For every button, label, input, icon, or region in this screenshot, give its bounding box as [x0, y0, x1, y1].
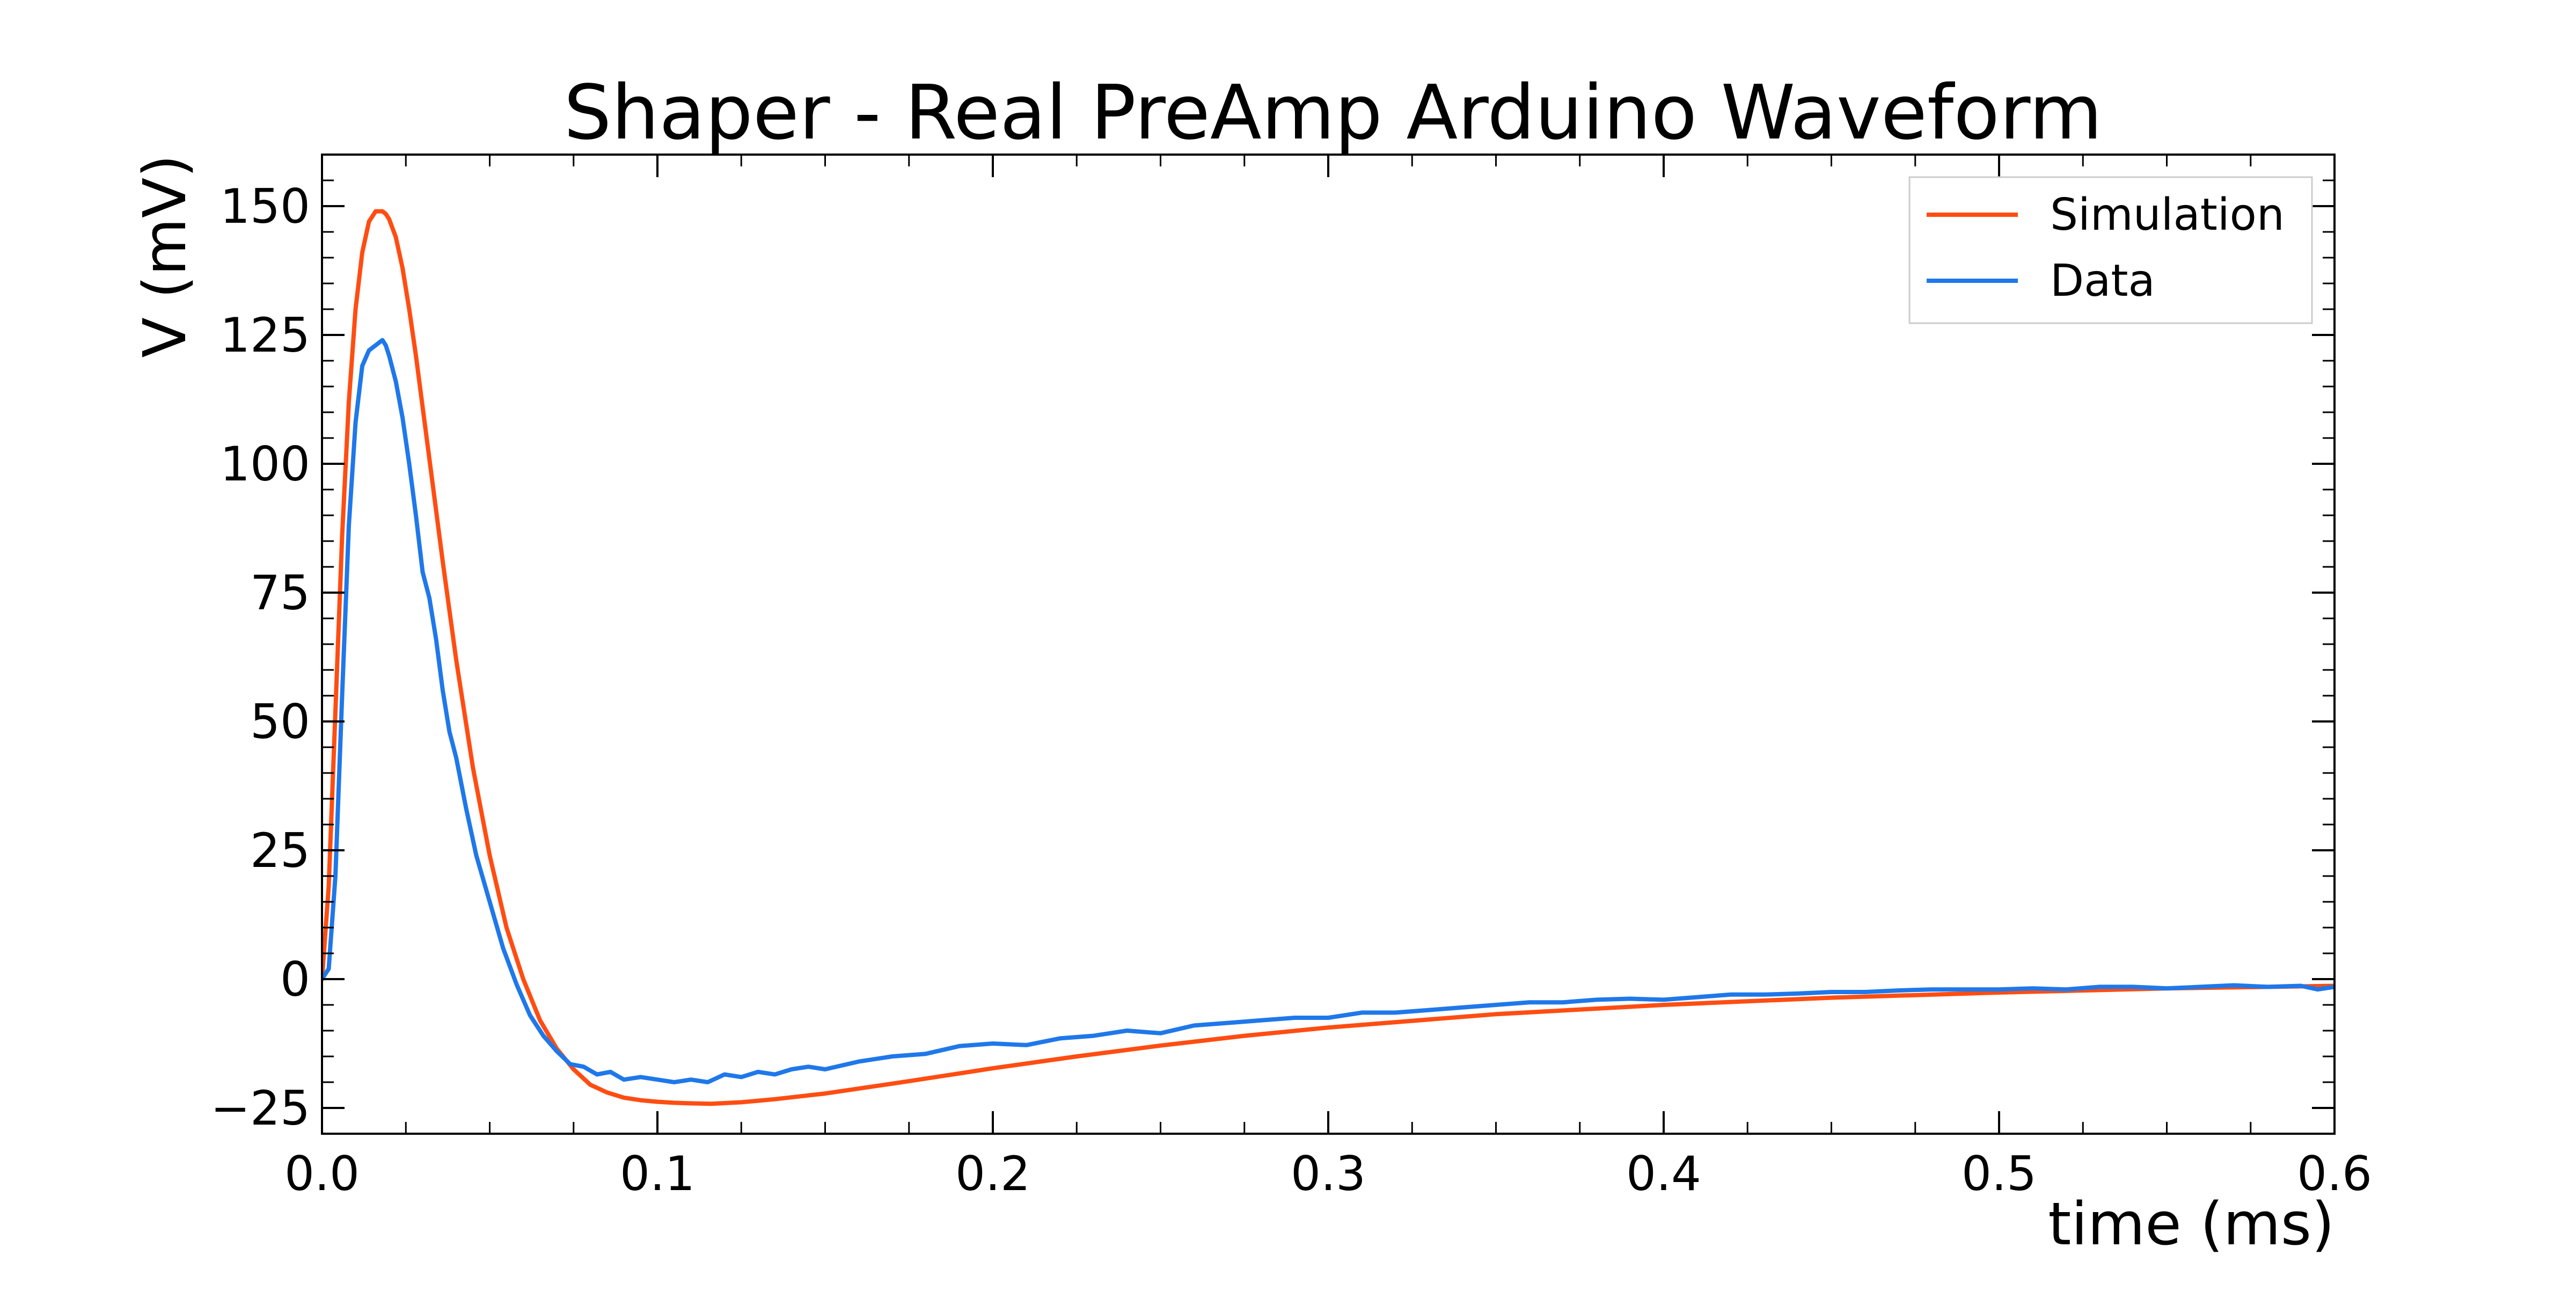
legend-label-simulation: Simulation — [2050, 189, 2285, 240]
y-axis-label: V (mV) — [130, 155, 199, 358]
axis-ticks: 0.0 0.1 0.2 0.3 0.4 0.5 0.6 −25 0 25 50 75 100 125 150 — [210, 154, 2372, 1201]
legend-label-data: Data — [2050, 256, 2155, 307]
x-tick-label: 0.6 — [2297, 1146, 2372, 1201]
x-tick-label: 0.3 — [1291, 1146, 1366, 1201]
plot-area — [322, 209, 2334, 1106]
legend-box — [1908, 176, 2313, 324]
y-tick-label: 150 — [220, 179, 310, 234]
series-line-simulation — [322, 209, 2334, 1106]
x-tick-label: 0.4 — [1626, 1146, 1701, 1201]
y-tick-label: 0 — [280, 952, 310, 1007]
y-tick-label: 75 — [250, 565, 310, 621]
y-tick-label: −25 — [210, 1081, 310, 1136]
x-tick-label: 0.0 — [284, 1146, 360, 1201]
x-tick-label: 0.1 — [620, 1146, 695, 1201]
y-tick-label: 125 — [220, 308, 310, 363]
x-tick-label: 0.2 — [955, 1146, 1030, 1201]
plot-frame — [321, 154, 2336, 1135]
y-tick-label: 50 — [250, 694, 310, 749]
x-axis-label: time (ms) — [2048, 1190, 2334, 1258]
y-tick-label: 100 — [220, 436, 310, 492]
chart-title: Shaper - Real PreAmp Arduino Waveform — [564, 69, 2103, 157]
series-line-data — [322, 338, 2334, 1084]
y-tick-label: 25 — [250, 823, 310, 878]
x-tick-label: 0.5 — [1962, 1146, 2037, 1201]
legend: Simulation Data — [1908, 176, 2313, 324]
